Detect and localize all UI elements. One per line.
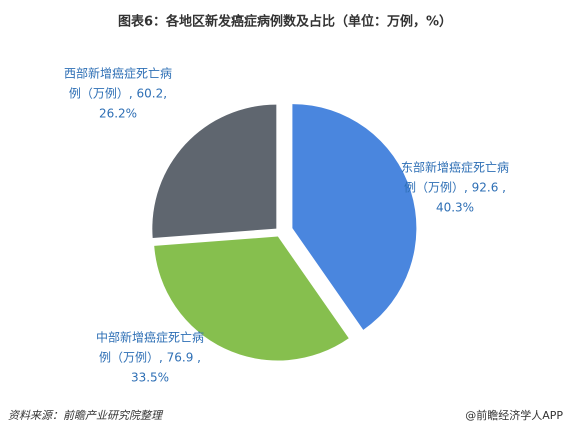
- data-label: 33.5%: [131, 371, 169, 385]
- data-label: 例（万例）, 92.6 ,: [404, 181, 506, 195]
- pie-slice: [292, 104, 417, 330]
- chart-title: 图表6：各地区新发癌症病例数及占比（单位：万例，%）: [118, 14, 452, 30]
- data-label: 东部新增癌症死亡病: [401, 160, 509, 175]
- data-label: 40.3%: [436, 201, 474, 215]
- data-label: 例（万例）, 60.2,: [69, 87, 167, 101]
- data-label: 中部新增癌症死亡病: [96, 330, 204, 345]
- credit: @前瞻经济学人APP: [465, 408, 563, 422]
- data-label: 例（万例）, 76.9 ,: [99, 351, 201, 365]
- data-label: 西部新增癌症死亡病: [64, 66, 172, 81]
- source: 资料来源：前瞻产业研究院整理: [8, 409, 164, 422]
- pie-slice: [154, 236, 349, 361]
- data-label: 26.2%: [99, 107, 137, 121]
- pie-slice: [152, 104, 277, 239]
